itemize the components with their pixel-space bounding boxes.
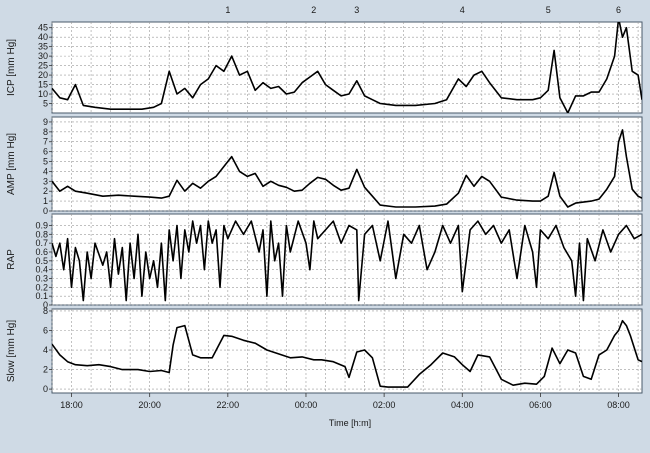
series-line-rap	[52, 220, 642, 302]
event-markers: 1 2 3 4 5 6	[225, 5, 621, 15]
panel-frame	[51, 116, 643, 212]
x-axis-label: Time [h:m]	[329, 418, 371, 428]
y-axis-label-amp: AMP [mm Hg]	[6, 133, 17, 195]
x-tick-label: 18:00	[60, 400, 83, 410]
y-tick-label: 0.5	[35, 256, 48, 266]
x-tick-label: 08:00	[607, 400, 630, 410]
x-tick-label: 02:00	[373, 400, 396, 410]
y-tick-label: 0.2	[35, 282, 48, 292]
y-tick-label: 2	[43, 186, 48, 196]
event-marker-label: 3	[354, 5, 359, 15]
y-tick-label: 4	[43, 345, 48, 355]
x-tick-label: 04:00	[451, 400, 474, 410]
y-tick-label: 20	[38, 70, 48, 80]
y-tick-label: 1	[43, 196, 48, 206]
y-tick-label: 6	[43, 325, 48, 335]
series-line-icp	[52, 22, 642, 113]
y-tick-label: 8	[43, 306, 48, 316]
y-tick-label: 0	[43, 300, 48, 310]
y-tick-label: 0.1	[35, 291, 48, 301]
y-tick-label: 2	[43, 365, 48, 375]
x-axis: 18:00 20:00 22:00 00:00 02:00 04:00 06:00 08:00	[60, 393, 630, 410]
series-line-slow	[52, 319, 642, 388]
event-marker-label: 4	[460, 5, 465, 15]
y-tick-label: 8	[43, 127, 48, 137]
y-tick-label: 0	[43, 384, 48, 394]
event-marker-label: 2	[311, 5, 316, 15]
y-tick-label: 0.8	[35, 229, 48, 239]
y-tick-label: 0.7	[35, 238, 48, 248]
panel-frame	[51, 308, 643, 394]
y-axis-label-rap: RAP	[6, 249, 17, 270]
event-marker-label: 6	[616, 5, 621, 15]
y-tick-label: 3	[43, 176, 48, 186]
y-axis-label-icp: ICP [mm Hg]	[6, 39, 17, 96]
panel-rap: 00.10.20.30.40.50.60.70.80.9 RAP	[6, 213, 643, 310]
y-tick-label: 5	[43, 157, 48, 167]
y-tick-label: 0.4	[35, 265, 48, 275]
event-marker-label: 1	[225, 5, 230, 15]
y-tick-label: 0	[43, 206, 48, 216]
y-tick-label: 9	[43, 117, 48, 127]
y-tick-label: 30	[38, 51, 48, 61]
y-tick-label: 10	[38, 89, 48, 99]
y-tick-label: 0.3	[35, 273, 48, 283]
panel-frame	[51, 21, 643, 114]
y-tick-label: 45	[38, 23, 48, 33]
panel-slow: 0 2 4 6 8 Slow [mm Hg]	[6, 306, 643, 394]
panel-frame	[51, 213, 643, 306]
event-marker-label: 5	[546, 5, 551, 15]
y-tick-label: 7	[43, 137, 48, 147]
y-tick-label: 6	[43, 147, 48, 157]
y-tick-label: 15	[38, 80, 48, 90]
y-tick-label: 25	[38, 61, 48, 71]
y-axis-label-slow: Slow [mm Hg]	[6, 320, 17, 382]
y-tick-label: 40	[38, 32, 48, 42]
x-tick-label: 06:00	[529, 400, 552, 410]
y-tick-label: 0.6	[35, 247, 48, 257]
y-tick-label: 0.9	[35, 220, 48, 230]
y-tick-label: 4	[43, 166, 48, 176]
x-tick-label: 22:00	[217, 400, 240, 410]
series-line-amp	[52, 129, 642, 208]
x-tick-label: 20:00	[138, 400, 161, 410]
y-tick-label: 35	[38, 42, 48, 52]
y-tick-label: 5	[43, 99, 48, 109]
x-tick-label: 00:00	[295, 400, 318, 410]
